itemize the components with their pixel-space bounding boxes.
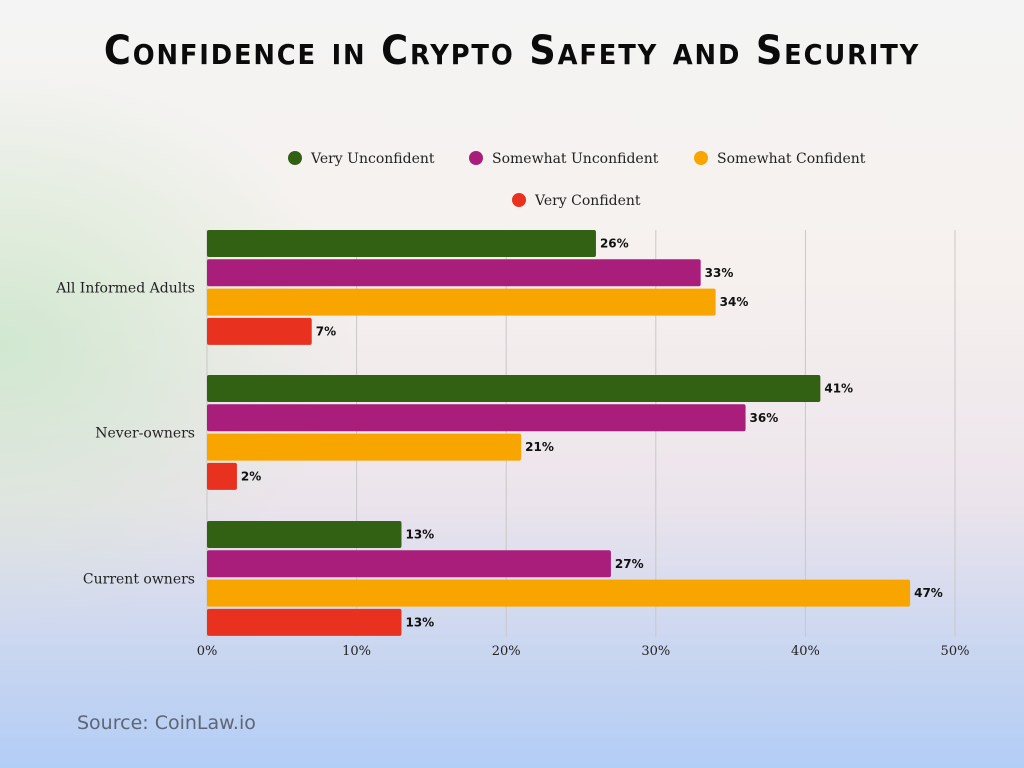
category-label: Current owners bbox=[83, 572, 195, 588]
bar bbox=[207, 230, 596, 257]
bar bbox=[207, 259, 701, 287]
bar bbox=[207, 521, 402, 548]
category-label: Never-owners bbox=[95, 426, 195, 442]
bar bbox=[207, 550, 611, 578]
x-tick-label: 10% bbox=[342, 644, 371, 659]
data-label: 21% bbox=[525, 440, 554, 454]
category-label: All Informed Adults bbox=[55, 281, 195, 297]
bar bbox=[207, 288, 716, 316]
data-label: 36% bbox=[750, 411, 779, 425]
data-label: 26% bbox=[600, 237, 629, 251]
legend-marker bbox=[288, 151, 302, 165]
x-tick-label: 30% bbox=[641, 644, 670, 659]
legend-label: Very Confident bbox=[534, 193, 641, 209]
data-label: 27% bbox=[615, 557, 644, 571]
bar bbox=[207, 433, 522, 461]
bar bbox=[207, 579, 911, 607]
bar bbox=[207, 462, 237, 490]
legend-label: Somewhat Unconfident bbox=[492, 151, 659, 167]
data-label: 13% bbox=[405, 528, 434, 542]
data-label: 13% bbox=[405, 615, 434, 629]
legend-marker bbox=[469, 151, 483, 165]
x-tick-label: 0% bbox=[197, 644, 218, 659]
x-tick-label: 20% bbox=[492, 644, 521, 659]
legend-label: Somewhat Confident bbox=[717, 151, 866, 167]
data-label: 41% bbox=[824, 382, 853, 396]
data-label: 2% bbox=[241, 469, 261, 483]
bar bbox=[207, 404, 746, 432]
x-tick-label: 40% bbox=[791, 644, 820, 659]
bar bbox=[207, 317, 312, 345]
data-label: 7% bbox=[316, 324, 336, 338]
data-label: 33% bbox=[705, 266, 734, 280]
legend-label: Very Unconfident bbox=[310, 151, 435, 167]
legend-marker bbox=[694, 151, 708, 165]
chart-title: Confidence in Crypto Safety and Security bbox=[103, 28, 921, 74]
legend-marker bbox=[512, 193, 526, 207]
bar bbox=[207, 608, 402, 636]
data-label: 47% bbox=[914, 586, 943, 600]
data-label: 34% bbox=[720, 295, 749, 309]
bar bbox=[207, 375, 821, 402]
source-note: Source: CoinLaw.io bbox=[77, 712, 256, 734]
x-tick-label: 50% bbox=[941, 644, 970, 659]
